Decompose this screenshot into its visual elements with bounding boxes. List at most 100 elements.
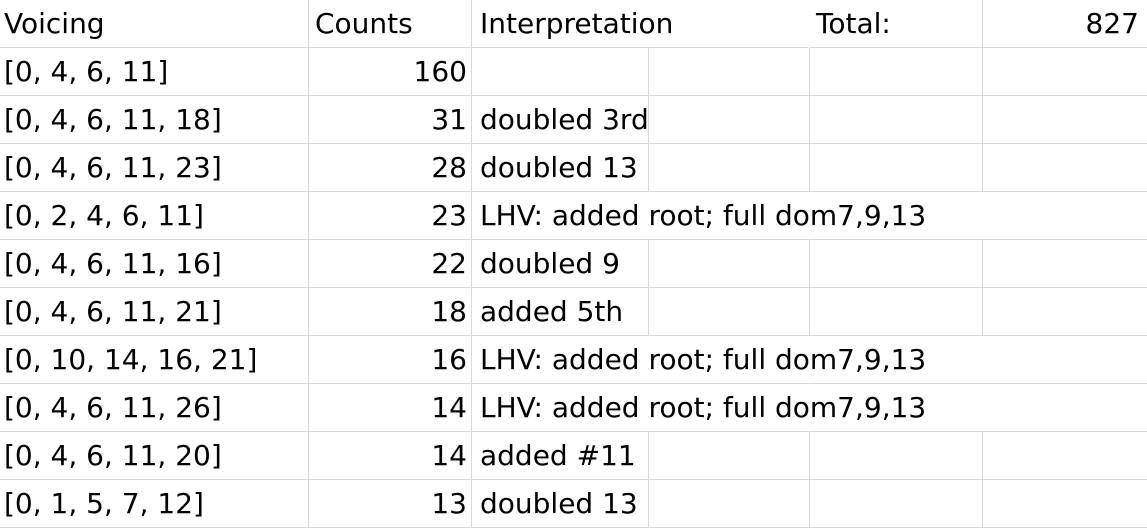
voicing-value: [0, 2, 4, 6, 11] xyxy=(4,199,204,232)
table-row: [0, 4, 6, 11, 16] 22 doubled 9 xyxy=(0,240,1147,288)
table-row: [0, 4, 6, 11, 26] 14 LHV: added root; full… xyxy=(0,384,1147,432)
table-row: [0, 4, 6, 11, 18] 31 doubled 3rd xyxy=(0,96,1147,144)
interpretation-cell[interactable]: LHV: added root; full dom7,9,13 xyxy=(472,336,926,384)
interpretation-value: doubled 9 xyxy=(480,247,620,280)
empty-cell[interactable] xyxy=(641,384,810,432)
header-voicing: Voicing xyxy=(4,7,105,40)
voicing-cell[interactable]: [0, 4, 6, 11, 16] xyxy=(0,240,309,288)
empty-cell[interactable] xyxy=(641,240,810,288)
empty-cell[interactable] xyxy=(810,432,983,480)
voicing-cell[interactable]: [0, 4, 6, 11, 21] xyxy=(0,288,309,336)
empty-cell[interactable] xyxy=(641,144,810,192)
empty-cell[interactable] xyxy=(810,96,983,144)
voicing-value: [0, 4, 6, 11, 18] xyxy=(4,103,222,136)
voicing-value: [0, 4, 6, 11, 21] xyxy=(4,295,222,328)
interpretation-cell[interactable]: added #11 xyxy=(472,432,649,480)
count-value: 28 xyxy=(431,151,467,184)
interpretation-cell[interactable]: added 5th xyxy=(472,288,649,336)
interpretation-value: added #11 xyxy=(480,439,636,472)
empty-cell[interactable] xyxy=(977,288,1147,336)
empty-cell[interactable] xyxy=(810,48,983,96)
empty-cell[interactable] xyxy=(810,192,983,240)
empty-cell[interactable] xyxy=(977,336,1147,384)
count-value: 18 xyxy=(431,295,467,328)
voicing-cell[interactable]: [0, 1, 5, 7, 12] xyxy=(0,480,309,528)
empty-cell[interactable] xyxy=(810,288,983,336)
interpretation-value: added 5th xyxy=(480,295,624,328)
count-cell[interactable]: 31 xyxy=(309,96,472,144)
header-counts: Counts xyxy=(315,7,413,40)
voicing-cell[interactable]: [0, 4, 6, 11, 26] xyxy=(0,384,309,432)
table-row: [0, 4, 6, 11, 20] 14 added #11 xyxy=(0,432,1147,480)
voicing-cell[interactable]: [0, 4, 6, 11, 18] xyxy=(0,96,309,144)
voicing-cell[interactable]: [0, 4, 6, 11] xyxy=(0,48,309,96)
count-value: 31 xyxy=(431,103,467,136)
voicing-value: [0, 4, 6, 11, 23] xyxy=(4,151,222,184)
voicing-value: [0, 4, 6, 11, 20] xyxy=(4,439,222,472)
voicing-cell[interactable]: [0, 2, 4, 6, 11] xyxy=(0,192,309,240)
empty-cell[interactable] xyxy=(977,240,1147,288)
empty-cell[interactable] xyxy=(810,144,983,192)
interpretation-cell[interactable]: LHV: added root; full dom7,9,13 xyxy=(472,384,926,432)
interpretation-value: LHV: added root; full dom7,9,13 xyxy=(480,391,927,424)
empty-cell[interactable] xyxy=(641,480,810,528)
empty-cell[interactable] xyxy=(810,480,983,528)
interpretation-cell[interactable]: doubled 13 xyxy=(472,144,649,192)
empty-cell[interactable] xyxy=(641,48,810,96)
interpretation-value: doubled 3rd xyxy=(480,103,649,136)
interpretation-cell[interactable]: LHV: added root; full dom7,9,13 xyxy=(472,192,926,240)
interpretation-value: doubled 13 xyxy=(480,487,638,520)
count-value: 22 xyxy=(431,247,467,280)
voicing-cell[interactable]: [0, 10, 14, 16, 21] xyxy=(0,336,309,384)
empty-cell[interactable] xyxy=(641,288,810,336)
voicing-cell[interactable]: [0, 4, 6, 11, 23] xyxy=(0,144,309,192)
empty-cell[interactable] xyxy=(810,336,983,384)
empty-cell[interactable] xyxy=(641,96,810,144)
header-voicing-cell[interactable]: Voicing xyxy=(0,0,309,48)
interpretation-value: LHV: added root; full dom7,9,13 xyxy=(480,343,927,376)
empty-cell[interactable] xyxy=(641,432,810,480)
header-total-label: Total: xyxy=(816,7,891,40)
empty-cell[interactable] xyxy=(977,144,1147,192)
header-total-label-cell[interactable]: Total: xyxy=(810,0,983,48)
count-cell[interactable]: 18 xyxy=(309,288,472,336)
empty-cell[interactable] xyxy=(810,384,983,432)
empty-cell[interactable] xyxy=(977,48,1147,96)
count-value: 13 xyxy=(431,487,467,520)
count-cell[interactable]: 28 xyxy=(309,144,472,192)
table-row: [0, 2, 4, 6, 11] 23 LHV: added root; full … xyxy=(0,192,1147,240)
count-cell[interactable]: 13 xyxy=(309,480,472,528)
empty-cell[interactable] xyxy=(641,192,810,240)
header-interpretation-cell[interactable]: Interpretation xyxy=(472,0,809,48)
empty-cell[interactable] xyxy=(977,96,1147,144)
count-cell[interactable]: 14 xyxy=(309,384,472,432)
empty-cell[interactable] xyxy=(810,240,983,288)
count-value: 16 xyxy=(431,343,467,376)
voicing-cell[interactable]: [0, 4, 6, 11, 20] xyxy=(0,432,309,480)
count-value: 14 xyxy=(431,391,467,424)
count-cell[interactable]: 23 xyxy=(309,192,472,240)
table-row: [0, 4, 6, 11, 23] 28 doubled 13 xyxy=(0,144,1147,192)
count-value: 160 xyxy=(413,55,467,88)
count-cell[interactable]: 160 xyxy=(309,48,472,96)
count-value: 14 xyxy=(431,439,467,472)
interpretation-cell[interactable]: doubled 13 xyxy=(472,480,649,528)
count-cell[interactable]: 14 xyxy=(309,432,472,480)
interpretation-value: LHV: added root; full dom7,9,13 xyxy=(480,199,927,232)
empty-cell[interactable] xyxy=(977,432,1147,480)
interpretation-cell[interactable]: doubled 9 xyxy=(472,240,649,288)
header-interpretation: Interpretation xyxy=(480,7,674,40)
header-total-value: 827 xyxy=(1085,7,1139,40)
empty-cell[interactable] xyxy=(977,384,1147,432)
empty-cell[interactable] xyxy=(977,480,1147,528)
interpretation-cell[interactable]: doubled 3rd xyxy=(472,96,649,144)
interpretation-value: doubled 13 xyxy=(480,151,638,184)
header-total-value-cell[interactable]: 827 xyxy=(977,0,1147,48)
header-counts-cell[interactable]: Counts xyxy=(309,0,472,48)
empty-cell[interactable] xyxy=(977,192,1147,240)
count-value: 23 xyxy=(431,199,467,232)
interpretation-cell[interactable] xyxy=(472,48,649,96)
count-cell[interactable]: 22 xyxy=(309,240,472,288)
count-cell[interactable]: 16 xyxy=(309,336,472,384)
empty-cell[interactable] xyxy=(641,336,810,384)
